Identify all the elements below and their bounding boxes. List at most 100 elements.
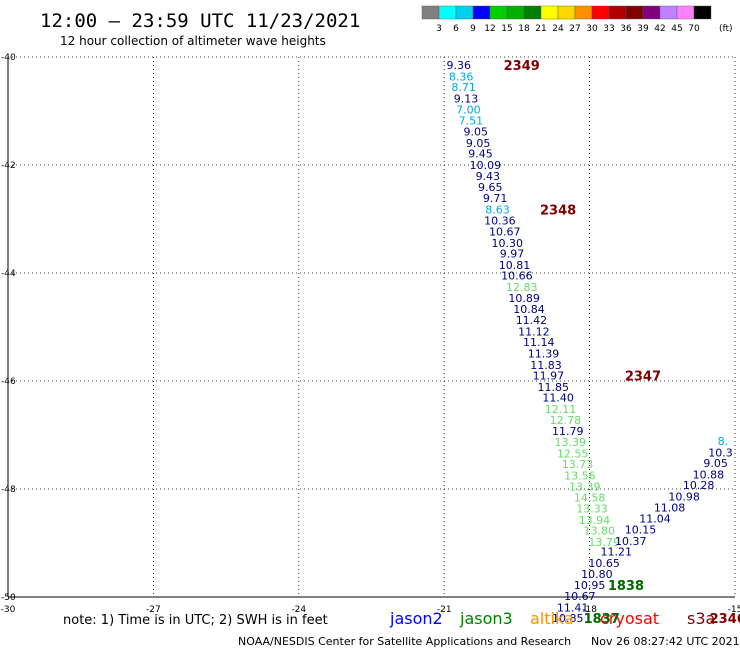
y-tick-labels: -40 -42 -44 -46 -48 -50 — [1, 53, 16, 603]
colorbar-label: 45 — [671, 24, 682, 34]
data-point-label: 9.71 — [483, 192, 508, 205]
colorbar-swatch — [659, 5, 678, 20]
data-point-label: 10.84 — [513, 303, 545, 316]
data-point-label: 10.98 — [668, 491, 700, 504]
time-label: 2349 — [504, 59, 540, 74]
colorbar-swatch — [540, 5, 559, 20]
colorbar-label: 12 — [484, 24, 495, 34]
data-point-label: 11.85 — [538, 381, 570, 394]
colorbar-swatch — [642, 5, 661, 20]
time-label: 2347 — [625, 370, 661, 385]
colorbar-label: 27 — [569, 24, 580, 34]
y-tick-label: -40 — [1, 53, 16, 63]
data-point-label: 9.97 — [500, 248, 525, 261]
data-point-label: 8.36 — [449, 70, 474, 83]
colorbar-swatch — [591, 5, 610, 20]
time-label: 2346 — [710, 612, 740, 627]
y-tick-label: -42 — [1, 161, 16, 171]
data-point-label: 10.37 — [615, 535, 647, 548]
data-point-label: 13.39 — [569, 480, 601, 493]
x-tick-label: -15 — [728, 605, 740, 615]
data-point-label: 10.81 — [499, 259, 531, 272]
data-point-label: 11.40 — [542, 392, 574, 405]
y-tick-label: -46 — [1, 377, 16, 387]
data-point-label: 11.08 — [654, 501, 686, 514]
colorbar-swatch — [472, 5, 491, 20]
footer-timestamp: Nov 26 08:27:42 UTC 2021 — [591, 635, 740, 648]
colorbar-legend: 3 6 9 12 15 18 21 24 27 30 33 36 39 42 45 70 — [421, 5, 712, 34]
data-point-label: 11.21 — [601, 546, 633, 559]
colorbar-label: 21 — [535, 24, 546, 34]
data-point-label: 10.89 — [508, 292, 540, 305]
data-point-label: 11.83 — [530, 359, 562, 372]
data-point-label: 13.80 — [584, 525, 616, 538]
y-tick-label: -50 — [1, 593, 16, 603]
data-point-label: 9.45 — [468, 148, 493, 161]
colorbar-label: 3 — [436, 24, 442, 34]
legend-entry-s3a: s3a — [687, 609, 715, 628]
colorbar-swatch — [625, 5, 644, 20]
data-point-label: 9.05 — [463, 126, 488, 139]
time-label: 1838 — [608, 579, 644, 594]
colorbar-label: 24 — [552, 24, 564, 34]
data-point-label: 9.13 — [454, 93, 479, 106]
time-label: 1837 — [584, 612, 620, 627]
data-point-label: 12.83 — [506, 281, 538, 294]
colorbar-swatch — [693, 5, 712, 20]
colorbar-swatch — [557, 5, 576, 20]
data-point-label: 10.15 — [625, 524, 657, 537]
data-point-label: 9.43 — [476, 170, 501, 183]
data-point-label: 12.78 — [550, 414, 582, 427]
x-tick-label: -18 — [582, 605, 597, 615]
data-point-label: 10.67 — [489, 225, 521, 238]
data-point-label: 11.39 — [528, 347, 560, 360]
colorbar-swatch — [676, 5, 695, 20]
colorbar-label: 39 — [637, 24, 649, 34]
data-point-label: 10.88 — [693, 468, 725, 481]
data-point-label: 10.67 — [564, 590, 596, 603]
x-tick-label: -27 — [146, 605, 161, 615]
data-point-label: 7.51 — [459, 115, 484, 128]
x-tick-label: -30 — [1, 605, 16, 615]
colorbar-swatch — [608, 5, 627, 20]
data-point-label: 10.3 — [708, 446, 733, 459]
colorbar-label: 9 — [470, 24, 476, 34]
data-point-label: 10.65 — [588, 557, 620, 570]
time-labels: 2349 2348 2347 2346 1838 1837 — [504, 59, 740, 627]
colorbar-label: 15 — [501, 24, 512, 34]
x-tick-label: -24 — [291, 605, 306, 615]
colorbar-unit: (ft) — [719, 24, 733, 34]
colorbar-label: 30 — [586, 24, 598, 34]
legend-entry-jason2: jason2 — [389, 609, 443, 628]
time-label: 2348 — [540, 203, 576, 218]
data-point-label: 11.97 — [533, 370, 565, 383]
data-point-label: 13.39 — [554, 436, 586, 449]
footer-credit: NOAA/NESDIS Center for Satellite Applica… — [238, 635, 571, 648]
plot-area — [7, 57, 735, 598]
colorbar-swatch — [438, 5, 457, 20]
data-point-label: 10.66 — [501, 270, 533, 283]
data-point-label: 13.56 — [564, 470, 596, 483]
data-point-label: 11.04 — [639, 513, 671, 526]
colorbar-label: 18 — [518, 24, 530, 34]
colorbar-label: 42 — [654, 24, 665, 34]
data-point-label: 8. — [718, 435, 729, 448]
data-point-label: 7.00 — [456, 103, 481, 116]
data-point-label: 12.55 — [557, 447, 589, 460]
colorbar-label: 6 — [453, 24, 459, 34]
data-point-label: 10.28 — [683, 479, 715, 492]
data-point-label: 10.30 — [491, 237, 523, 250]
data-point-label: 10.09 — [470, 159, 502, 172]
data-point-label: 14.58 — [574, 492, 606, 505]
x-tick-labels: -30 -27 -24 -21 -18 -15 — [1, 605, 740, 615]
colorbar-swatch — [574, 5, 593, 20]
data-point-label: 10.36 — [484, 215, 516, 228]
legend-entry-altika: altika — [530, 609, 574, 628]
data-point-label: 13.79 — [588, 536, 620, 549]
data-point-label: 9.05 — [703, 457, 728, 470]
legend-entry-jason3: jason3 — [459, 609, 513, 628]
grid-lines — [8, 56, 736, 597]
colorbar-swatch — [489, 5, 508, 20]
data-point-label: 10.80 — [581, 568, 613, 581]
